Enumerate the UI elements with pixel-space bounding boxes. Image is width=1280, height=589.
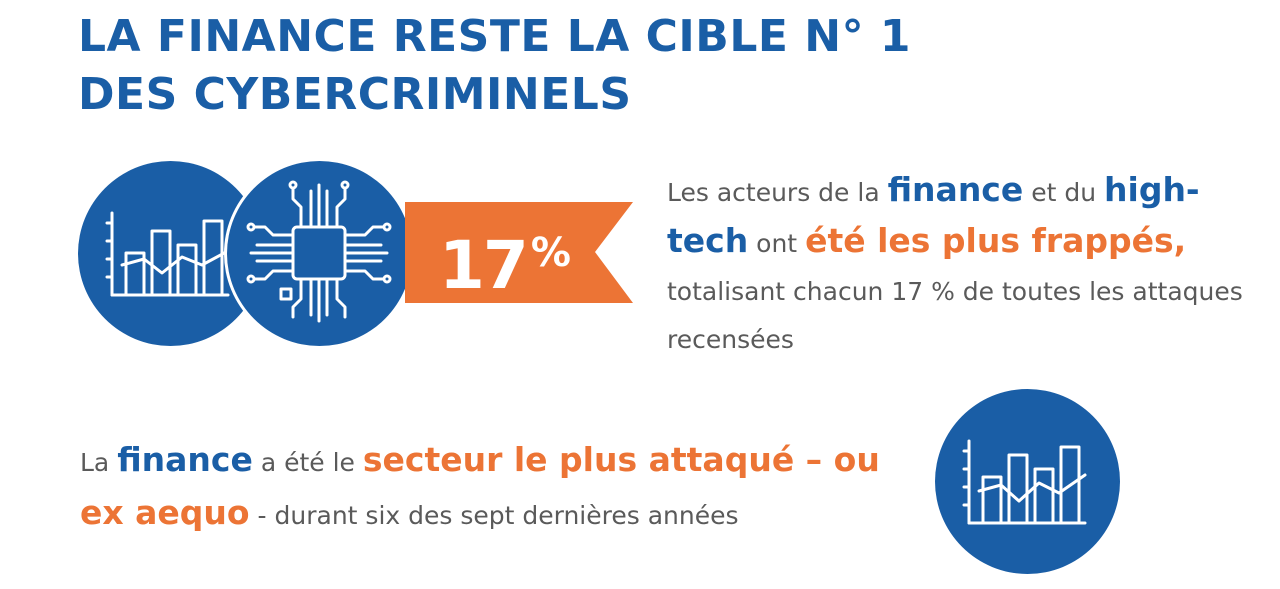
sector-chart-icon	[935, 389, 1120, 574]
stat1-highlight-most-hit: été les plus frappés,	[805, 221, 1187, 260]
stat2-text-b: a été le	[252, 448, 363, 477]
percentage-sign: %	[530, 230, 571, 276]
headline-line-2: DES CYBERCRIMINELS	[78, 69, 632, 120]
headline: LA FINANCE RESTE LA CIBLE N° 1 DES CYBER…	[78, 8, 911, 124]
percentage-banner: 17%	[405, 202, 633, 304]
stat2-text-c: - durant six des sept dernières années	[249, 501, 739, 530]
stat-description-2: La finance a été le secteur le plus atta…	[80, 435, 930, 541]
microchip-icon	[227, 161, 412, 346]
stat1-highlight-finance: finance	[887, 170, 1024, 209]
percentage-value: 17%	[439, 210, 571, 309]
stat-description-1: Les acteurs de la finance et du high-tec…	[667, 166, 1267, 364]
stat1-text-c: ont	[748, 229, 806, 258]
stat1-text-d: totalisant chacun 17 % de toutes les att…	[667, 277, 1243, 354]
stat1-text-b: et du	[1023, 178, 1105, 207]
stat2-highlight-most-attacked: secteur le plus attaqué – ou ex aequo	[80, 440, 880, 532]
stat2-highlight-finance: finance	[117, 440, 253, 479]
stat1-highlight-hightech: high-tech	[667, 170, 1200, 260]
headline-line-1: LA FINANCE RESTE LA CIBLE N° 1	[78, 11, 911, 62]
percentage-number: 17	[439, 227, 529, 304]
stat1-text-a: Les acteurs de la	[667, 178, 888, 207]
stat2-text-a: La	[80, 448, 118, 477]
